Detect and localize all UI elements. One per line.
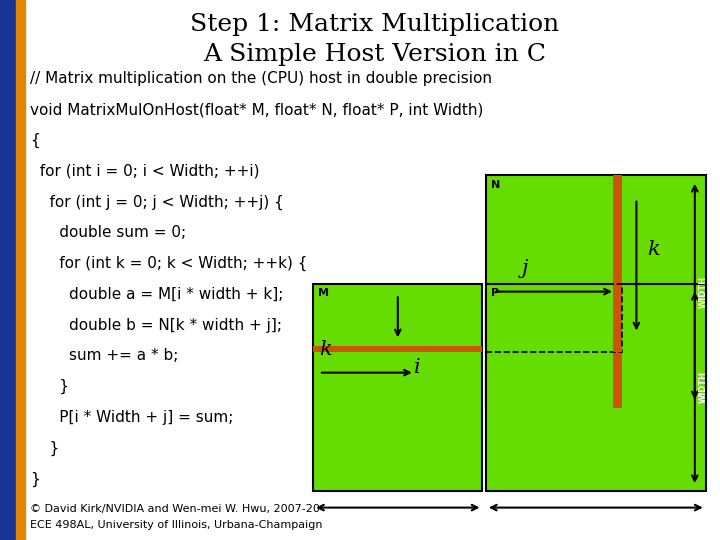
Text: k: k [319, 340, 332, 359]
Text: // Matrix multiplication on the (CPU) host in double precision: // Matrix multiplication on the (CPU) ho… [30, 71, 492, 86]
Text: k: k [647, 240, 660, 259]
Text: WIDTH: WIDTH [380, 510, 415, 519]
Text: }: } [30, 471, 40, 487]
Bar [313, 346, 482, 352]
Text: WIDTH: WIDTH [578, 510, 613, 519]
Text: P: P [491, 288, 499, 298]
Bar [16, 0, 25, 540]
Text: {: { [30, 133, 40, 148]
Bar [486, 176, 706, 408]
Text: Step 1: Matrix Multiplication: Step 1: Matrix Multiplication [190, 14, 559, 37]
Text: for (int i = 0; i < Width; ++i): for (int i = 0; i < Width; ++i) [30, 164, 260, 179]
Text: void MatrixMulOnHost(float* M, float* N, float* P, int Width): void MatrixMulOnHost(float* M, float* N,… [30, 102, 484, 117]
Text: double b = N[k * width + j];: double b = N[k * width + j]; [30, 318, 282, 333]
Bar [486, 284, 622, 352]
Bar [613, 346, 622, 352]
Bar [486, 284, 706, 491]
Text: double sum = 0;: double sum = 0; [30, 225, 186, 240]
Text: ECE 498AL, University of Illinois, Urbana-Champaign: ECE 498AL, University of Illinois, Urban… [30, 520, 323, 530]
Text: sum += a * b;: sum += a * b; [30, 348, 179, 363]
Text: i: i [413, 358, 420, 377]
Text: }: } [30, 379, 69, 394]
Text: WIDTH: WIDTH [699, 275, 708, 308]
Text: for (int k = 0; k < Width; ++k) {: for (int k = 0; k < Width; ++k) { [30, 256, 307, 271]
Text: A Simple Host Version in C: A Simple Host Version in C [203, 43, 546, 66]
Text: P[i * Width + j] = sum;: P[i * Width + j] = sum; [30, 410, 233, 425]
Text: © David Kirk/NVIDIA and Wen-mei W. Hwu, 2007-20: © David Kirk/NVIDIA and Wen-mei W. Hwu, … [30, 504, 320, 514]
Text: N: N [491, 180, 500, 190]
Text: M: M [318, 288, 329, 298]
Text: }: } [30, 441, 60, 456]
Text: j: j [522, 259, 528, 278]
Text: for (int j = 0; j < Width; ++j) {: for (int j = 0; j < Width; ++j) { [30, 194, 284, 210]
Text: WIDTH: WIDTH [699, 372, 708, 403]
Text: double a = M[i * width + k];: double a = M[i * width + k]; [30, 287, 284, 302]
Bar [313, 284, 482, 491]
Bar [613, 176, 622, 408]
Bar [0, 0, 16, 540]
